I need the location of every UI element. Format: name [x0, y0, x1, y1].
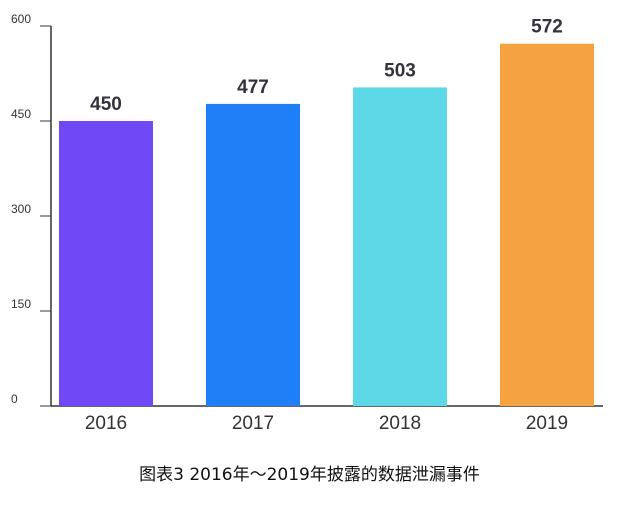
data-label-2019: 572	[531, 17, 563, 38]
x-tick-label-2016: 2016	[85, 413, 127, 434]
y-tick-label: 150	[11, 297, 31, 311]
y-tick-label: 0	[11, 392, 18, 406]
x-tick-label-2017: 2017	[232, 413, 274, 434]
chart-title: 图表3 2016年～2019年披露的数据泄漏事件	[139, 465, 480, 485]
bar-2019	[500, 43, 594, 406]
y-tick-label: 300	[11, 202, 31, 216]
data-label-2017: 477	[237, 77, 269, 98]
y-tick-label: 450	[11, 107, 31, 121]
bar-2018	[353, 87, 447, 406]
x-tick-label-2019: 2019	[526, 413, 568, 434]
y-tick-label: 600	[11, 12, 31, 26]
data-label-2016: 450	[90, 94, 122, 115]
x-tick-label-2018: 2018	[379, 413, 421, 434]
bar-2016	[59, 121, 153, 406]
bar-2017	[206, 103, 300, 407]
data-label-2018: 503	[384, 60, 416, 81]
bar-chart: 0 150 300 450 600 450 477 503 572 2016 2017 2018 2…	[11, 12, 603, 434]
